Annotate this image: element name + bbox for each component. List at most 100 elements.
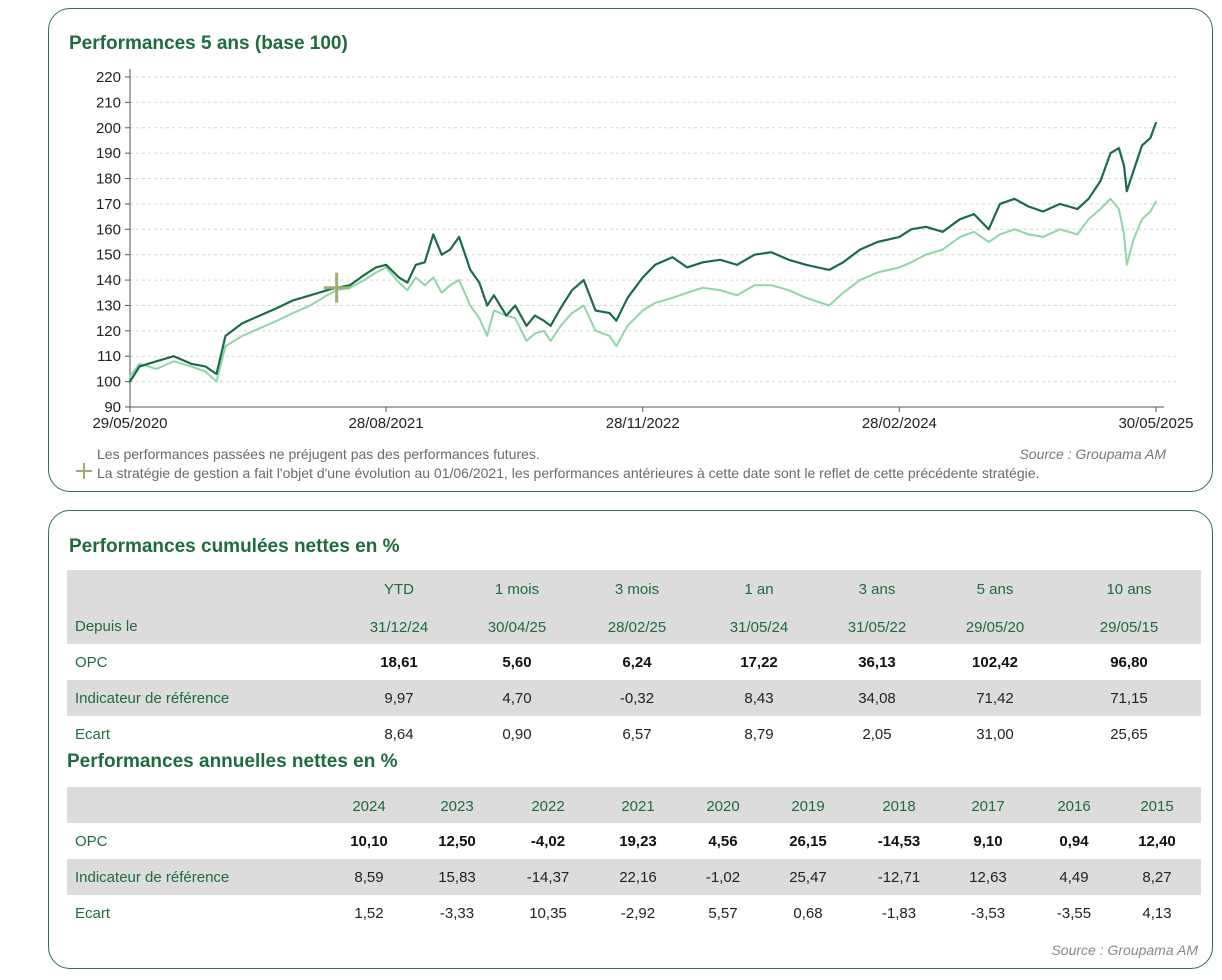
- data-point-opc: [736, 263, 738, 266]
- series-line-benchmark: [129, 197, 1157, 383]
- strategy-change-icon: [76, 463, 92, 479]
- table-cell: 5,57: [708, 905, 738, 922]
- data-point-benchmark: [1125, 263, 1128, 266]
- data-point-opc: [276, 307, 279, 309]
- row-label: Indicateur de référence: [75, 690, 230, 707]
- data-point-benchmark: [493, 309, 495, 312]
- y-tick-label: 190: [96, 145, 121, 162]
- table-cell: 4,49: [1059, 869, 1089, 886]
- data-point-benchmark: [1123, 233, 1125, 236]
- y-tick-label: 180: [96, 171, 121, 188]
- y-tick-label: 140: [96, 272, 121, 289]
- column-header: 5 ans: [976, 581, 1014, 598]
- table-cell: 26,15: [789, 833, 827, 850]
- since-date: 31/05/22: [847, 619, 907, 636]
- data-point-benchmark: [514, 317, 517, 320]
- data-point-opc: [505, 314, 508, 317]
- data-point-benchmark: [959, 236, 961, 238]
- table-cell: -1,02: [705, 869, 741, 886]
- table-cell: 71,42: [976, 690, 1014, 707]
- annual-row-benchmark: Indicateur de référence 8,59 15,83 -14,37 2…: [67, 859, 1201, 895]
- data-point-benchmark: [1149, 210, 1152, 213]
- annual-header-row: 2024 2023 2022 2021 2020 2019 2018 2017 2016 2015: [67, 787, 1201, 823]
- data-point-benchmark: [1118, 208, 1120, 210]
- data-point-benchmark: [241, 335, 244, 337]
- data-point-opc: [414, 263, 417, 266]
- data-point-opc: [626, 296, 629, 299]
- table-cell: 12,63: [969, 869, 1007, 886]
- data-point-opc: [1013, 197, 1016, 200]
- data-point-opc: [671, 256, 674, 259]
- data-point-benchmark: [719, 289, 722, 292]
- data-point-opc: [615, 319, 618, 322]
- y-tick-label: 160: [96, 221, 121, 238]
- data-point-benchmark: [385, 266, 387, 269]
- data-point-benchmark: [1087, 218, 1090, 221]
- data-point-benchmark: [654, 302, 656, 304]
- data-point-opc: [432, 233, 435, 236]
- column-header: 2018: [882, 798, 916, 815]
- data-point-benchmark: [525, 340, 528, 342]
- data-point-benchmark: [138, 362, 141, 365]
- data-point-opc: [309, 294, 312, 297]
- table-cell: -0,32: [619, 690, 655, 707]
- column-header: 2024: [352, 798, 386, 815]
- annual-title: Performances annuelles nettes en %: [67, 751, 398, 772]
- cumulative-row-opc: OPC 18,61 5,60 6,24 17,22 36,13 102,42 96,80: [67, 644, 1201, 680]
- data-point-opc: [458, 236, 460, 238]
- table-cell: -14,37: [526, 869, 570, 886]
- data-point-benchmark: [542, 329, 545, 332]
- table-cell: 18,61: [380, 654, 418, 671]
- x-tick-label: 28/08/2021: [349, 415, 424, 432]
- data-point-opc: [291, 299, 294, 302]
- data-point-benchmark: [533, 332, 536, 335]
- table-cell: 12,40: [1138, 833, 1176, 850]
- data-point-benchmark: [224, 345, 227, 347]
- data-point-opc: [1141, 144, 1143, 147]
- strategy-note: La stratégie de gestion a fait l'objet d…: [97, 465, 1040, 481]
- column-header: YTD: [384, 581, 414, 598]
- cumulative-row-ecart: Ecart 8,64 0,90 6,57 8,79 2,05 31,00 25,65: [67, 716, 1201, 750]
- data-point-benchmark: [987, 241, 990, 243]
- data-point-benchmark: [859, 279, 861, 281]
- data-point-benchmark: [190, 365, 193, 368]
- data-point-opc: [423, 261, 426, 264]
- y-tick-label: 150: [96, 247, 121, 264]
- data-point-benchmark: [172, 360, 175, 363]
- table-cell: 9,97: [384, 690, 414, 707]
- data-point-benchmark: [458, 279, 460, 281]
- data-point-benchmark: [398, 281, 400, 284]
- data-point-benchmark: [215, 380, 218, 383]
- since-date: 31/05/24: [729, 619, 789, 636]
- data-point-opc: [686, 266, 688, 269]
- data-point-opc: [204, 365, 207, 368]
- cumulative-row-benchmark: Indicateur de référence 9,97 4,70 -0,32 8,4…: [67, 680, 1201, 716]
- column-header: 2019: [791, 798, 825, 815]
- data-point-benchmark: [671, 296, 674, 299]
- data-point-opc: [375, 266, 377, 269]
- row-label: OPC: [75, 654, 108, 671]
- data-point-benchmark: [469, 304, 472, 307]
- table-cell: 15,83: [438, 869, 476, 886]
- data-point-benchmark: [876, 271, 879, 274]
- data-point-benchmark: [326, 294, 329, 297]
- column-header: 1 an: [744, 581, 774, 598]
- x-tick-label: 28/11/2022: [606, 415, 680, 432]
- data-point-opc: [493, 294, 495, 297]
- table-cell: 34,08: [858, 690, 896, 707]
- data-point-benchmark: [1042, 236, 1045, 238]
- cumulative-performance-table: Depuis le YTD 1 mois 3 mois 1 an 3 ans 5 ans 1…: [67, 570, 1201, 743]
- performance-tables-panel: Performances cumulées nettes en % Depuis…: [48, 510, 1213, 969]
- data-point-benchmark: [941, 248, 944, 251]
- data-point-opc: [1149, 137, 1152, 139]
- data-point-opc: [1123, 164, 1125, 167]
- performance-chart-panel: Performances 5 ans (base 100) 90 100 110 12…: [48, 8, 1213, 492]
- since-date: 31/12/24: [369, 619, 429, 636]
- data-point-opc: [1042, 210, 1045, 213]
- since-label: Depuis le: [75, 618, 138, 635]
- table-cell: -2,92: [620, 905, 656, 922]
- table-cell: 8,79: [744, 726, 774, 743]
- table-cell: 8,43: [744, 690, 774, 707]
- data-point-benchmark: [626, 324, 629, 327]
- data-point-opc: [828, 269, 831, 271]
